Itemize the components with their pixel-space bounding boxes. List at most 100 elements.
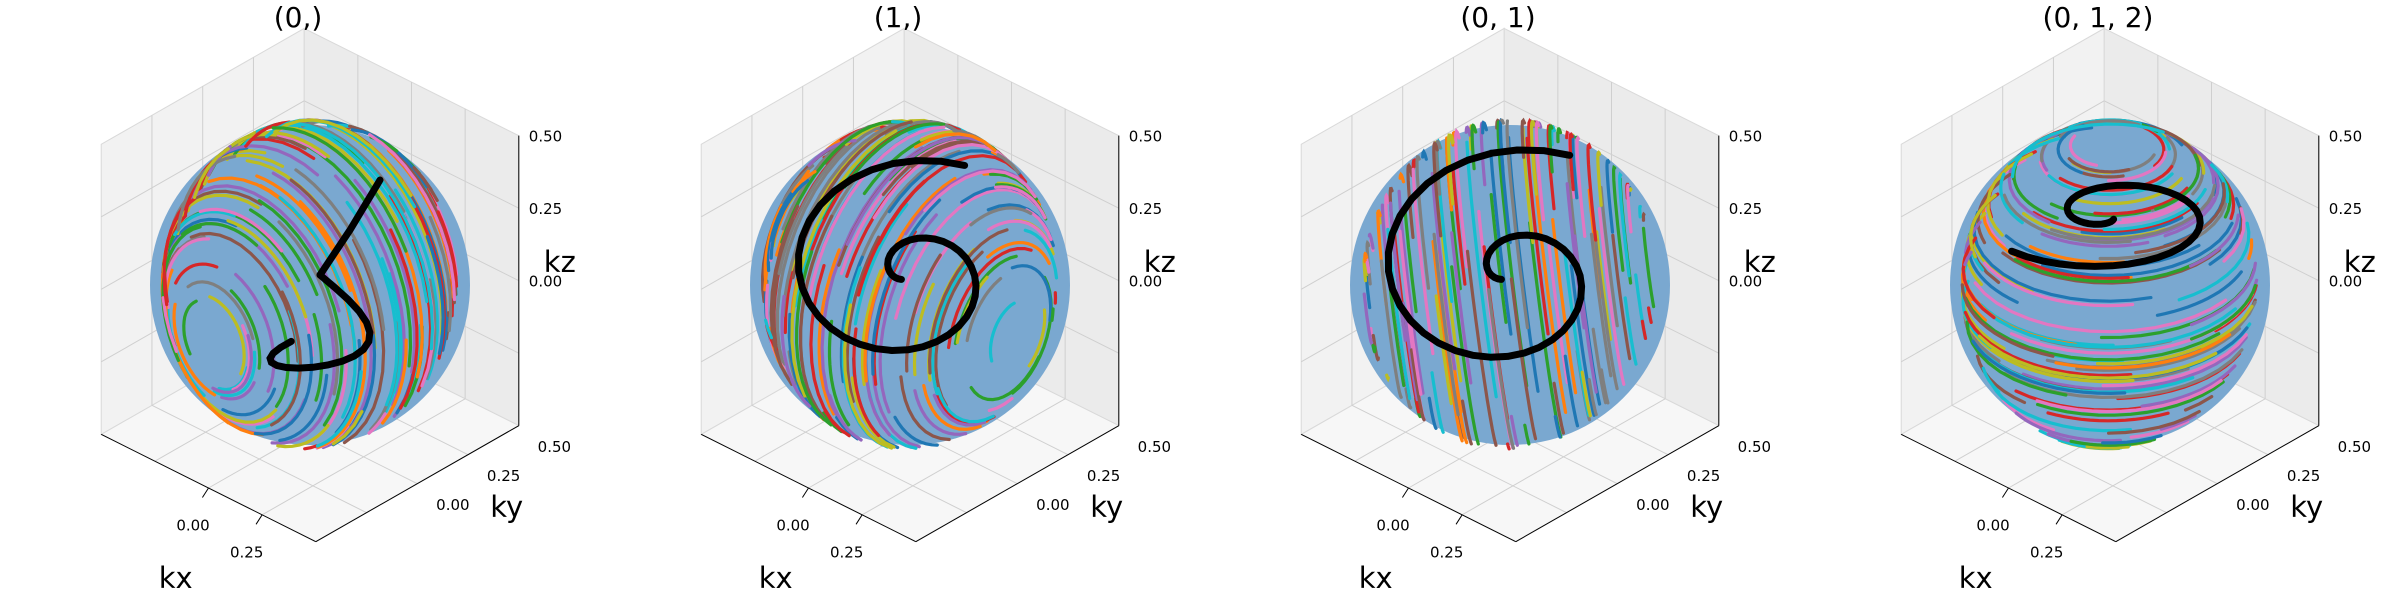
flow-line [2163,143,2220,238]
flow-line [253,333,314,436]
flow-line [277,220,340,396]
flow-line [1589,232,1613,378]
x-tick [1401,487,1409,498]
y-tick-label: 0.25 [1087,467,1120,485]
flow-line [1523,423,1531,446]
y-tick-label: 0.00 [1036,496,1069,514]
flow-line [212,350,257,398]
flow-line [769,204,800,381]
flow-line [1983,307,2237,349]
flow-line [843,122,946,189]
flow-line [231,324,251,392]
grid-line [700,100,905,218]
flow-line [291,121,435,351]
flow-line [1552,381,1566,435]
panel-title: (1,) [874,1,923,34]
flow-line [1421,148,1428,161]
flow-line [996,153,1020,174]
x-tick [2001,487,2009,498]
x-tick-label: 0.00 [176,517,209,535]
flow-line [248,208,319,297]
flow-line [1367,232,1375,250]
flow-line [893,415,939,447]
y-tick-label: 0.50 [2338,438,2371,456]
flow-line [988,301,1016,363]
flow-line [2247,238,2254,260]
flow-line [2073,177,2183,206]
highlight-trajectory [1384,146,1586,361]
flow-line [315,370,363,448]
flow-line [428,215,453,333]
flow-line [1586,142,1598,242]
y-tick-label: 0.50 [538,438,571,456]
flow-line [303,444,319,451]
flow-line [173,210,236,237]
flow-line [852,327,881,437]
y-tick-label: 0.25 [487,467,520,485]
flow-line [414,168,433,192]
flow-line [993,185,1047,220]
flow-line [790,129,898,398]
flow-line [1371,333,1380,362]
flow-line [1401,301,1419,402]
flow-line [2210,163,2230,204]
flow-line [2159,414,2197,431]
flow-line [1976,172,2012,245]
flow-line [1409,348,1426,422]
flow-line [367,412,387,435]
flow-line [2016,256,2130,280]
flow-line [425,235,445,355]
flow-line [1963,250,1973,267]
flow-line [936,387,995,424]
flow-line [809,264,851,438]
flow-line [1623,296,1638,366]
flow-line [1556,127,1563,144]
flow-line [1594,230,1613,341]
flow-line [884,120,959,137]
flow-line [853,202,909,326]
flow-line [775,125,881,367]
tick-labels: 0.00 0.25 0.00 0.25 0.50 0.00 0.25 0.50 [776,128,1171,562]
grid-line [1461,398,1666,516]
flow-line [1432,232,1460,417]
panel-4: 0.00 0.25 0.00 0.25 0.50 0.00 0.25 0.50 kx ky kz (0… [1900,1,2376,595]
flow-line [273,118,413,197]
x-tick-label: 0.25 [2030,543,2063,561]
flow-line [2121,194,2191,222]
x-tick [1455,514,1463,525]
flow-line [1597,207,1626,386]
flow-line [780,294,812,408]
flow-line [798,214,834,420]
flow-line [368,133,457,302]
flow-line [1593,232,1619,391]
flow-line [2032,201,2199,233]
flow-line [244,120,291,148]
x-tick [201,487,209,498]
flow-line [1646,306,1653,324]
flow-line [1529,120,1538,196]
flow-line [1527,117,1533,147]
flow-line [845,136,989,246]
flow-line [986,240,1051,265]
flow-line [913,389,968,436]
flow-line [965,277,1003,343]
sphere-surface [1350,117,1670,451]
flow-line [2056,123,2086,175]
flow-line [827,319,851,427]
x-tick [2055,514,2063,525]
flow-line [1971,339,2127,396]
flow-line [381,338,408,425]
flow-line [2010,122,2165,179]
flow-line [2067,157,2131,174]
flow-line [294,168,386,332]
z-tick-label: 0.00 [1729,273,1762,291]
y-tick-label: 0.00 [1636,496,1669,514]
flow-line [2054,333,2232,370]
flow-line [1450,265,1480,446]
flow-line [342,238,386,445]
flow-line [1596,150,1603,207]
flow-line [1520,117,1527,159]
y-axis-label: ky [1690,490,1723,524]
flow-line [899,375,951,442]
